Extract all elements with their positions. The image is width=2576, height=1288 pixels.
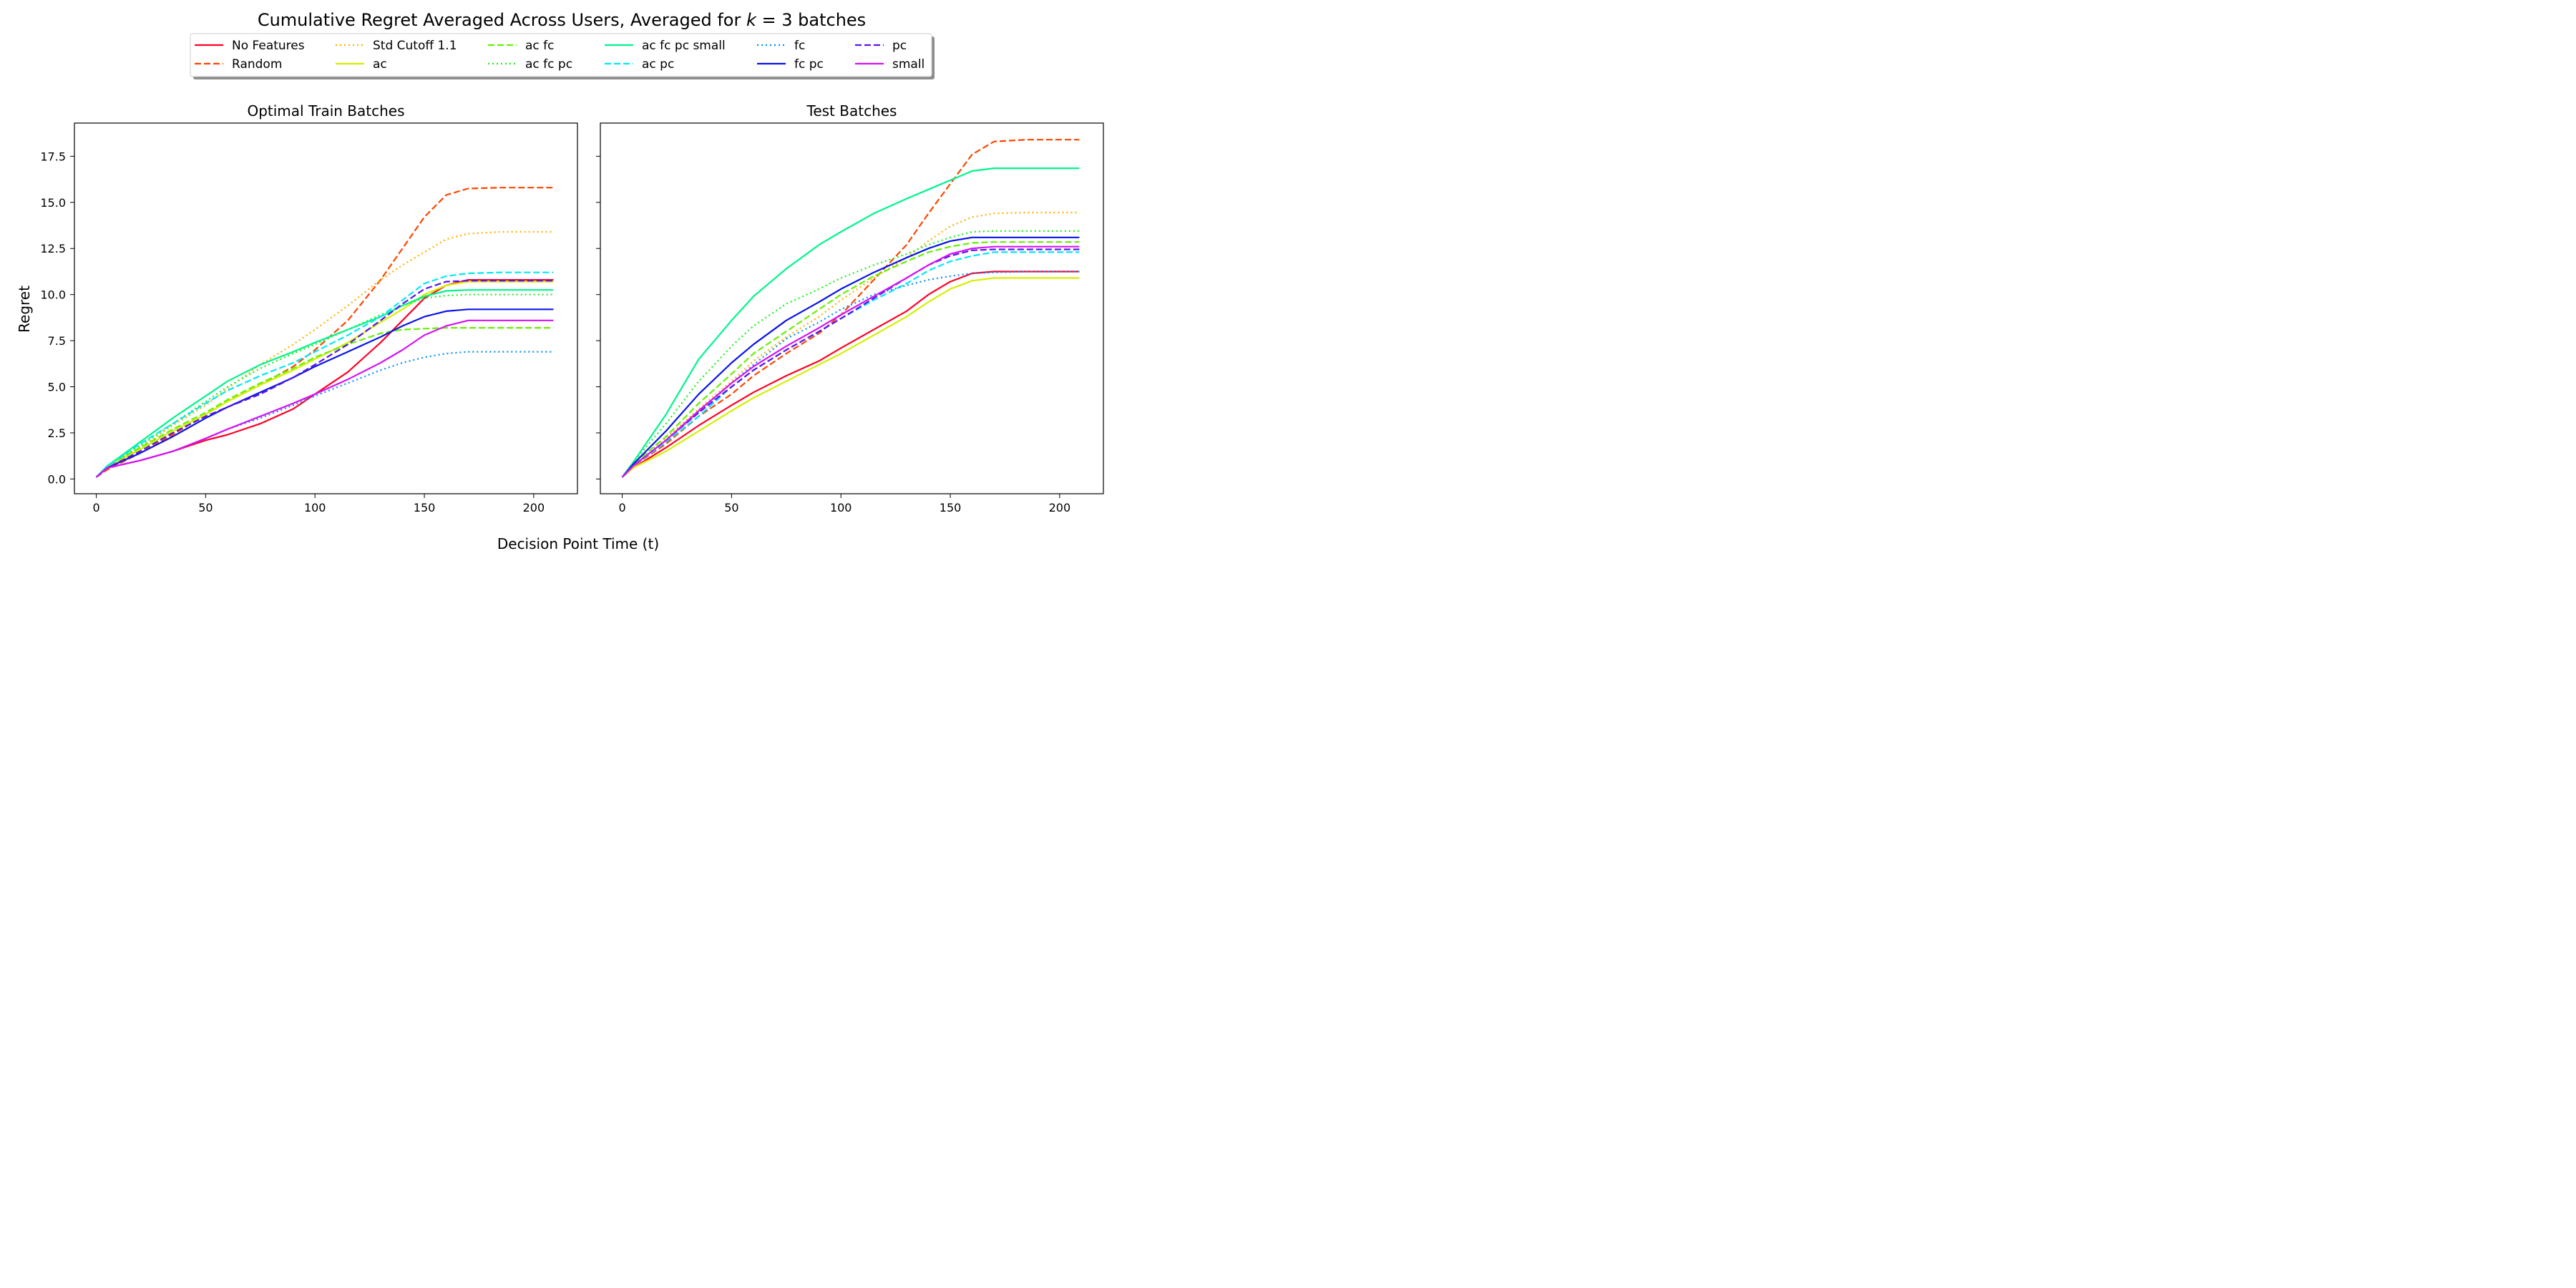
y-tick-label: 17.5 xyxy=(40,150,66,163)
legend-frame xyxy=(190,33,932,77)
series-line-ac-fc-pc-small xyxy=(95,289,554,478)
x-tick-label: 50 xyxy=(198,501,213,514)
legend-label: Random xyxy=(232,57,282,72)
y-tick-label: 2.5 xyxy=(48,426,66,440)
legend-entry-ac: ac xyxy=(336,57,387,72)
legend-label: fc pc xyxy=(794,57,824,72)
x-tick-label: 0 xyxy=(92,501,99,514)
legend-label: Std Cutoff 1.1 xyxy=(373,39,457,53)
series-line-ac-fc-pc xyxy=(95,293,554,478)
series-line-ac xyxy=(621,277,1080,478)
x-tick-label: 100 xyxy=(830,501,852,514)
y-tick-label: 10.0 xyxy=(40,288,66,302)
panel-title: Test Batches xyxy=(806,102,897,119)
series-line-fc xyxy=(95,351,554,478)
series-line-ac-fc xyxy=(95,327,554,478)
x-tick-label: 150 xyxy=(414,501,436,514)
legend-label: ac pc xyxy=(642,57,674,72)
legend: No Features Random Std Cutoff 1.1 ac ac fc ac… xyxy=(190,33,935,79)
y-tick-label: 0.0 xyxy=(48,472,66,486)
series-line-ac xyxy=(95,280,554,478)
series-line-small xyxy=(95,319,554,478)
y-tick-label: 12.5 xyxy=(40,242,66,255)
legend-label: fc xyxy=(794,39,805,53)
axes-frame xyxy=(600,122,1104,494)
legend-entry-std-cutoff-1-1: Std Cutoff 1.1 xyxy=(336,39,457,53)
x-tick-label: 200 xyxy=(1049,501,1071,514)
legend-entry-fc: fc xyxy=(757,39,805,53)
legend-entry-ac-pc: ac pc xyxy=(605,57,674,72)
series-line-random xyxy=(95,187,554,478)
axes-frame xyxy=(74,122,578,494)
legend-entry-pc: pc xyxy=(855,39,907,53)
figure: Cumulative Regret Averaged Across Users,… xyxy=(16,10,1104,552)
series-line-ac-pc xyxy=(621,251,1080,478)
legend-label: small xyxy=(892,57,924,72)
series-lines xyxy=(95,187,554,478)
legend-label: ac fc pc small xyxy=(642,39,726,53)
x-tick-label: 50 xyxy=(724,501,738,514)
series-line-pc xyxy=(621,248,1080,478)
legend-entry-random: Random xyxy=(195,57,282,72)
panel-optimal-train-batches: Optimal Train Batches 0 50 100 150 200 0.0 2.5 5… xyxy=(40,102,578,514)
legend-entry-fc-pc: fc pc xyxy=(757,57,824,72)
series-line-fc xyxy=(621,270,1080,478)
y-tick-label: 15.0 xyxy=(40,196,66,210)
legend-entry-ac-fc-pc: ac fc pc xyxy=(488,57,572,72)
series-lines xyxy=(621,139,1080,478)
figure-title: Cumulative Regret Averaged Across Users,… xyxy=(258,10,866,30)
series-line-fc-pc xyxy=(95,308,554,478)
series-line-no-features xyxy=(621,270,1080,478)
series-line-ac-fc-pc-small xyxy=(621,167,1080,478)
x-tick-label: 100 xyxy=(304,501,326,514)
x-tick-label: 200 xyxy=(523,501,545,514)
series-line-small xyxy=(621,245,1080,478)
legend-entry-ac-fc-pc-small: ac fc pc small xyxy=(605,39,726,53)
legend-label: ac fc pc xyxy=(525,57,572,72)
series-line-ac-pc xyxy=(95,271,554,478)
legend-label: No Features xyxy=(232,39,305,53)
legend-entry-no-features: No Features xyxy=(195,39,305,53)
y-tick-label: 5.0 xyxy=(48,381,66,394)
series-line-ac-fc-pc xyxy=(621,230,1080,478)
legend-label: pc xyxy=(892,39,907,53)
series-line-fc-pc xyxy=(621,236,1080,478)
series-line-pc xyxy=(95,280,554,478)
legend-entry-small: small xyxy=(855,57,924,72)
x-tick-label: 0 xyxy=(618,501,625,514)
panel-title: Optimal Train Batches xyxy=(247,102,404,119)
panel-test-batches: Test Batches 0 50 100 150 200 xyxy=(596,102,1104,514)
y-tick-label: 7.5 xyxy=(48,334,66,348)
legend-label: ac fc xyxy=(525,39,555,53)
legend-label: ac xyxy=(373,57,387,72)
x-axis-label: Decision Point Time (t) xyxy=(497,535,659,552)
legend-entry-ac-fc: ac fc xyxy=(488,39,555,53)
x-tick-label: 150 xyxy=(940,501,962,514)
y-axis-label: Regret xyxy=(16,286,33,333)
